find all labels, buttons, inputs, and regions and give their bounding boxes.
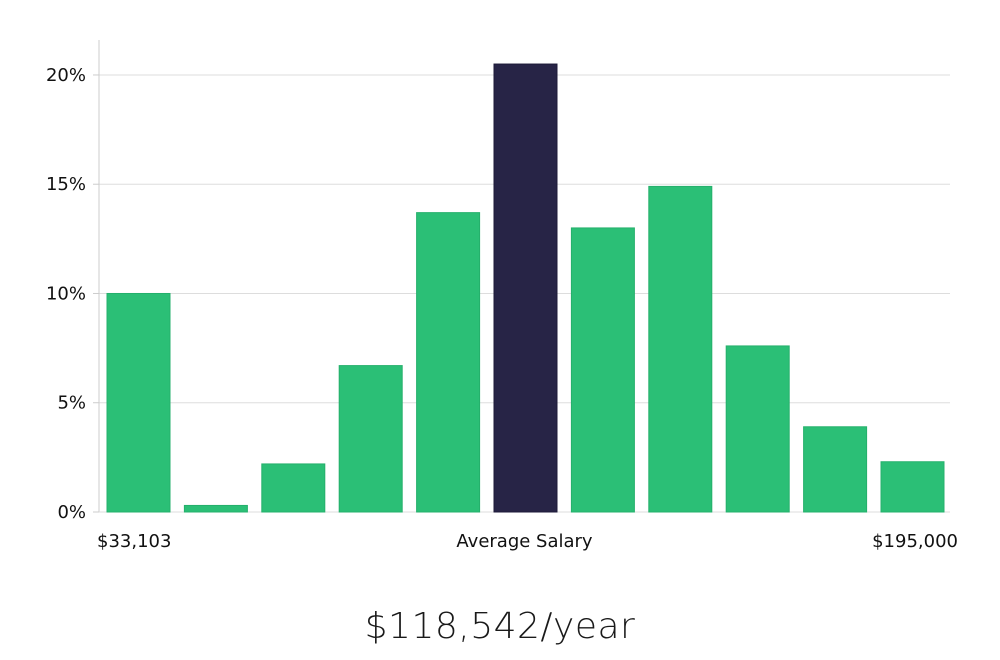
bar xyxy=(725,345,790,513)
bars xyxy=(106,63,945,513)
bar xyxy=(570,227,635,513)
y-tick-label: 15% xyxy=(46,174,86,195)
bar xyxy=(648,185,713,513)
bar xyxy=(880,461,945,513)
y-tick-label: 20% xyxy=(46,65,86,86)
y-tick-labels: 0% 5% 10% 15% 20% xyxy=(46,65,86,523)
x-center-label: Average Salary xyxy=(456,531,593,552)
x-axis-labels: $33,103 Average Salary $195,000 xyxy=(97,531,958,552)
bar xyxy=(416,212,481,513)
average-salary-value: $118,542/year xyxy=(364,606,636,647)
bar xyxy=(261,463,326,513)
y-tick-label: 10% xyxy=(46,283,86,304)
bar xyxy=(106,292,171,513)
y-tick-label: 0% xyxy=(57,502,86,523)
x-max-label: $195,000 xyxy=(872,531,958,552)
salary-distribution-chart: 0% 5% 10% 15% 20% $33,103 Average Salary $19… xyxy=(46,40,958,552)
bar xyxy=(338,365,403,513)
bar-average xyxy=(493,63,558,513)
x-min-label: $33,103 xyxy=(97,531,171,552)
bar xyxy=(183,504,248,513)
y-tick-label: 5% xyxy=(57,393,86,414)
bar xyxy=(803,426,868,513)
